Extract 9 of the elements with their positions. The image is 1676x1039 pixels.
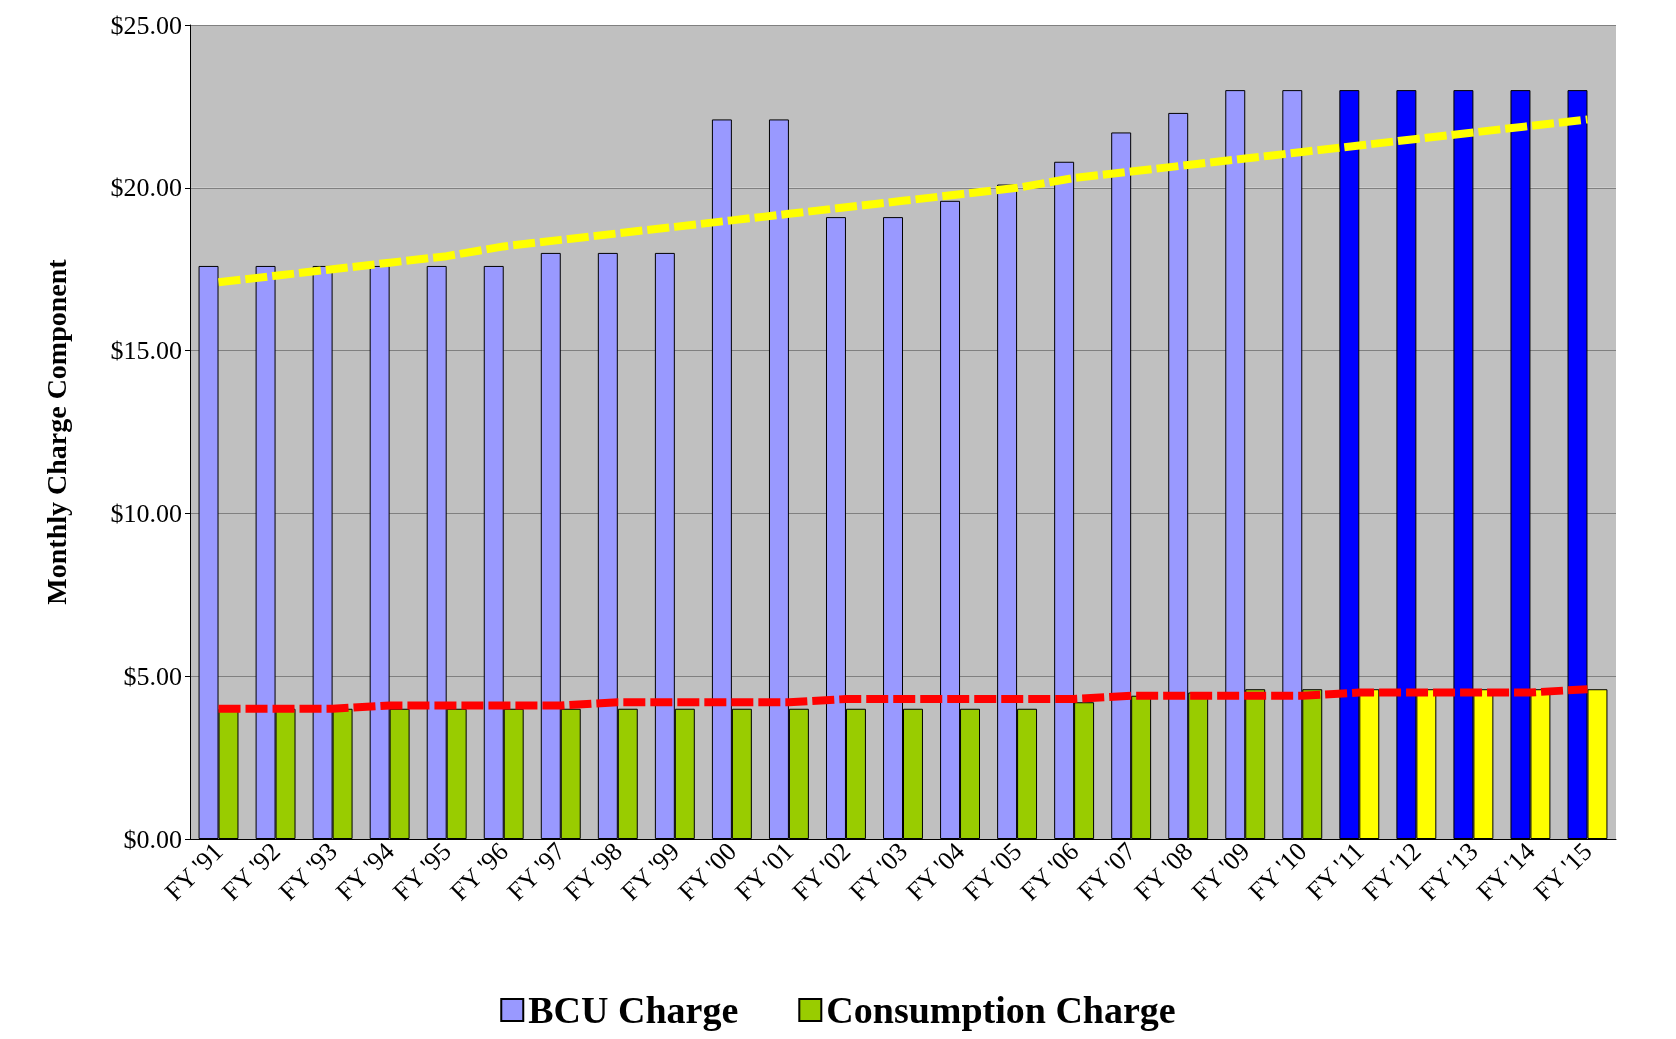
legend-label: Consumption Charge — [826, 989, 1176, 1031]
y-axis-title: Monthly Charge Component — [40, 258, 72, 605]
y-tick-label: $5.00 — [123, 661, 182, 691]
y-tick-label: $20.00 — [110, 173, 182, 203]
y-tick-label: $25.00 — [110, 10, 182, 40]
y-tick-label: $10.00 — [110, 498, 182, 528]
y-tick-label: $0.00 — [123, 824, 182, 854]
y-tick-label: $15.00 — [110, 336, 182, 366]
legend-label: BCU Charge — [528, 989, 739, 1031]
